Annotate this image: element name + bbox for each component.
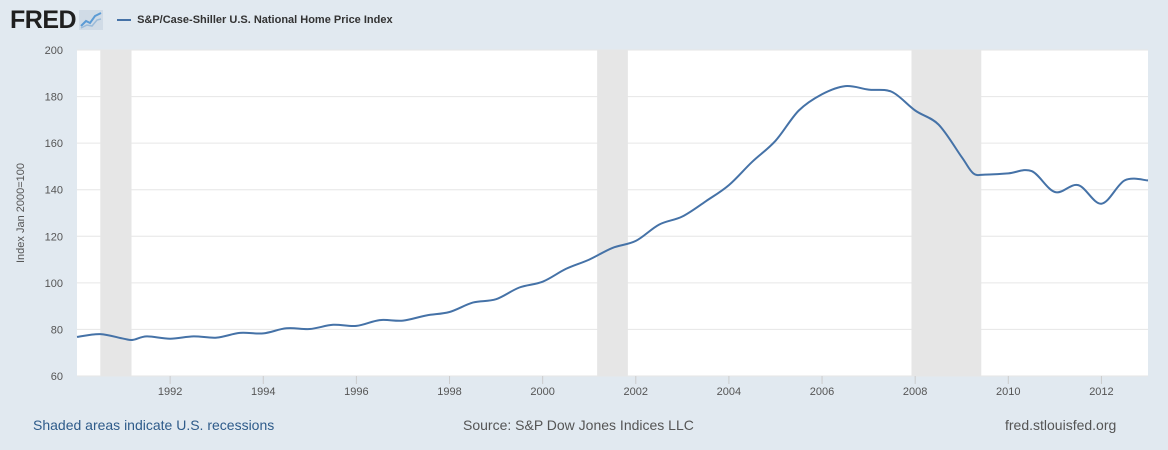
y-tick-label: 80 bbox=[51, 324, 63, 336]
recession-band bbox=[911, 50, 982, 376]
series-line[interactable] bbox=[76, 84, 1149, 342]
site-link[interactable]: fred.stlouisfed.org bbox=[1005, 417, 1117, 433]
y-tick-label: 60 bbox=[51, 371, 63, 383]
source-text: Source: S&P Dow Jones Indices LLC bbox=[463, 417, 694, 433]
x-tick-label: 2006 bbox=[810, 386, 834, 398]
y-tick-label: 120 bbox=[45, 231, 63, 243]
recession-layer bbox=[100, 50, 982, 376]
x-tick-label: 2008 bbox=[903, 386, 927, 398]
grid-layer bbox=[77, 49, 1148, 377]
x-tick-label: 1998 bbox=[437, 386, 461, 398]
x-tick-label: 1996 bbox=[344, 386, 368, 398]
x-tick-label: 2004 bbox=[717, 386, 741, 398]
chart-svg: 60 80 100 120 140 160 180 200 1992 1994 1996 1998 2… bbox=[15, 45, 1149, 398]
y-axis: 60 80 100 120 140 160 180 200 bbox=[45, 45, 63, 383]
fred-logo[interactable]: FRED bbox=[10, 6, 77, 34]
x-tick-label: 2010 bbox=[996, 386, 1020, 398]
chart-legend[interactable]: S&P/Case-Shiller U.S. National Home Pric… bbox=[117, 14, 393, 26]
y-tick-label: 200 bbox=[45, 45, 63, 57]
y-axis-label: Index Jan 2000=100 bbox=[15, 163, 27, 263]
legend-series-label: S&P/Case-Shiller U.S. National Home Pric… bbox=[137, 14, 393, 26]
x-tick-label: 1994 bbox=[251, 386, 275, 398]
header: FRED S&P/Case-Shiller U.S. National Home… bbox=[10, 6, 393, 34]
fred-logo-graph-icon bbox=[79, 10, 104, 30]
x-tick-label: 1992 bbox=[158, 386, 182, 398]
x-tick-label: 2000 bbox=[530, 386, 554, 398]
y-tick-label: 180 bbox=[45, 92, 63, 104]
y-tick-label: 160 bbox=[45, 138, 63, 150]
x-tick-label: 2012 bbox=[1089, 386, 1113, 398]
recession-band bbox=[597, 50, 628, 376]
recession-band bbox=[100, 50, 132, 376]
x-tick-label: 2002 bbox=[624, 386, 648, 398]
recessions-link[interactable]: Shaded areas indicate U.S. recessions bbox=[33, 417, 275, 433]
y-tick-label: 140 bbox=[45, 185, 63, 197]
x-axis: 1992 1994 1996 1998 2000 2002 2004 2006 2008 2010… bbox=[158, 376, 1114, 398]
y-tick-label: 100 bbox=[45, 278, 63, 290]
legend-swatch bbox=[117, 19, 132, 21]
